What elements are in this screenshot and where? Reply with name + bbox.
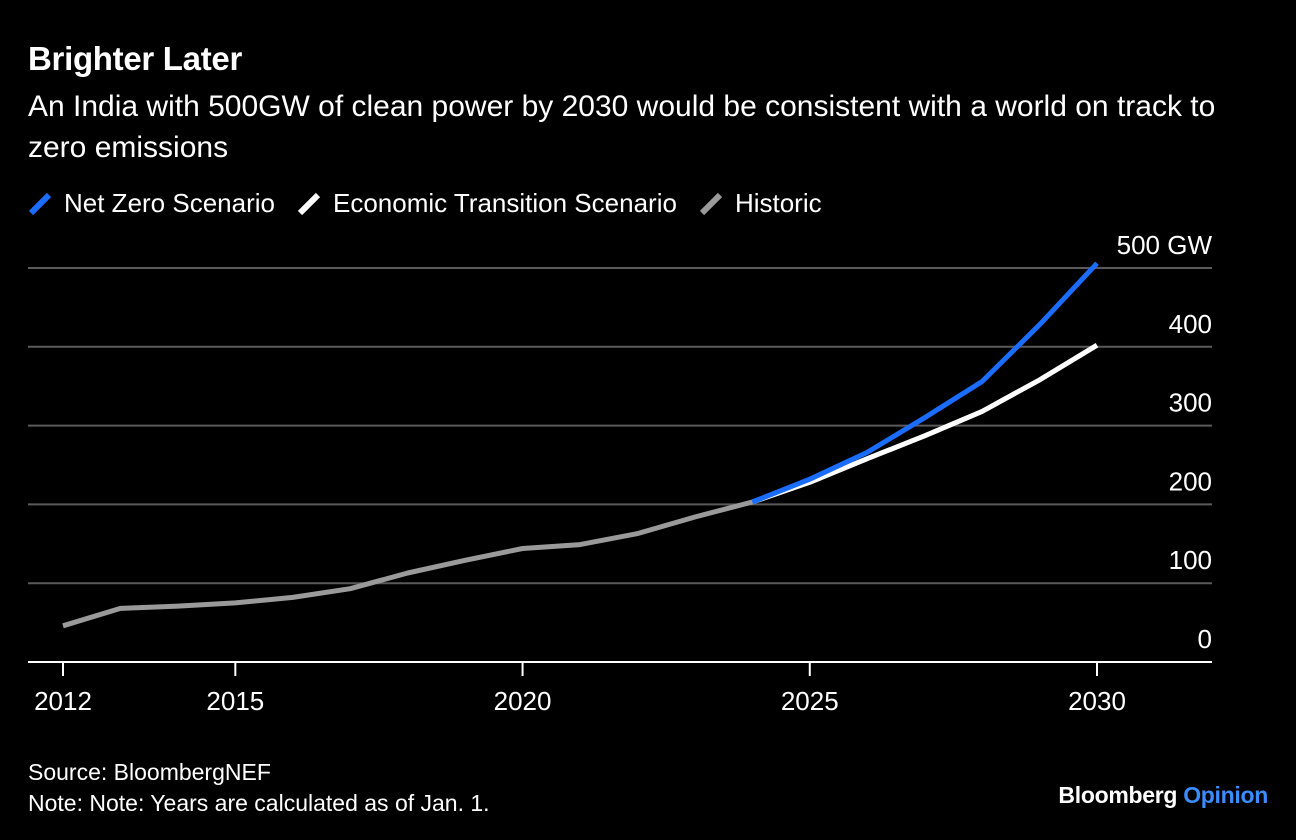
series-layer: [62, 261, 1099, 629]
legend-swatch-economic-transition-icon: [297, 192, 321, 215]
x-tick-label-2030: 2030: [1068, 686, 1126, 716]
x-tick-label-2015: 2015: [206, 686, 264, 716]
legend-swatch-historic-icon: [699, 192, 723, 215]
legend-swatch-net-zero-icon: [28, 192, 52, 215]
legend: Net Zero Scenario Economic Transition Sc…: [28, 188, 844, 219]
y-tick-label-300: 300: [1169, 388, 1212, 418]
axis-layer: [28, 661, 1212, 676]
series-line-economic-transition-scenario: [751, 343, 1099, 505]
y-tick-label-200: 200: [1169, 466, 1212, 496]
series-line-net-zero-scenario: [751, 261, 1099, 505]
legend-label-economic-transition: Economic Transition Scenario: [332, 188, 677, 218]
brand-logo: Bloomberg Opinion: [1058, 782, 1268, 809]
y-tick-label-500: 500 GW: [1117, 230, 1213, 260]
note-text: Note: Note: Years are calculated as of J…: [28, 790, 490, 816]
brand-main: Bloomberg: [1058, 782, 1178, 808]
source-text: Source: BloombergNEF: [28, 759, 271, 785]
y-tick-label-100: 100: [1169, 545, 1212, 575]
x-tick-label-2012: 2012: [34, 686, 92, 716]
legend-label-net-zero: Net Zero Scenario: [64, 188, 275, 218]
label-layer: 0 100 200 300 400 500 GW 2012 2015 2020 2025 2030: [34, 230, 1212, 716]
footer-notes: Source: BloombergNEF Note: Note: Years a…: [28, 757, 490, 819]
series-line-historic: [62, 499, 753, 629]
chart-title: Brighter Later: [28, 40, 243, 77]
legend-item-economic-transition: Economic Transition Scenario: [297, 188, 677, 219]
brand-accent: Opinion: [1183, 782, 1268, 808]
legend-item-historic: Historic: [699, 188, 822, 219]
x-tick-label-2025: 2025: [781, 686, 839, 716]
legend-label-historic: Historic: [734, 188, 822, 218]
x-tick-label-2020: 2020: [494, 686, 552, 716]
chart-subtitle: An India with 500GW of clean power by 20…: [28, 90, 1216, 164]
y-tick-label-0: 0: [1198, 624, 1212, 654]
legend-item-net-zero: Net Zero Scenario: [28, 188, 275, 219]
y-tick-label-400: 400: [1169, 309, 1212, 339]
